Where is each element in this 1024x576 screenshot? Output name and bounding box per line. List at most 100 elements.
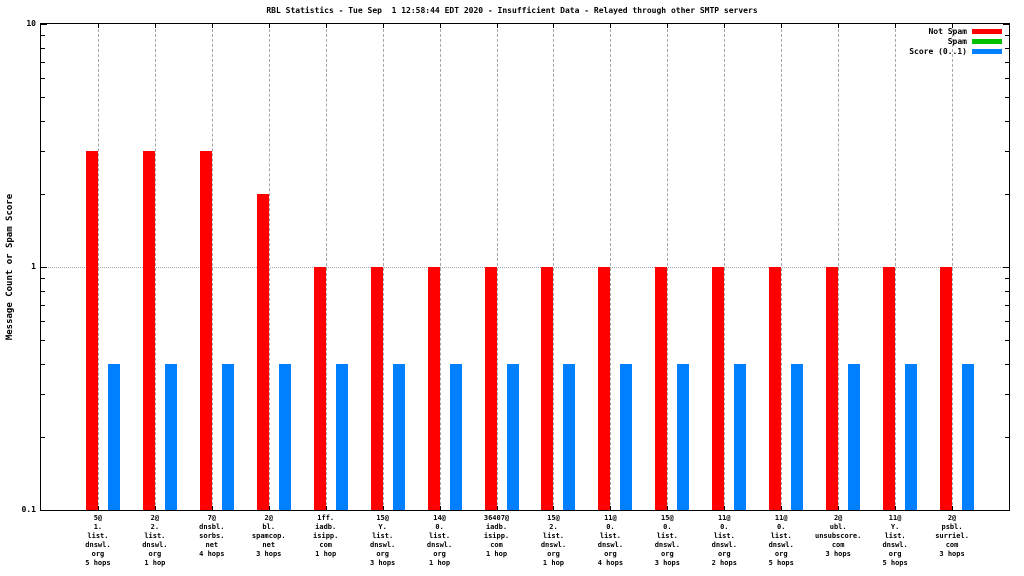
x-category-label: 1ff. iadb. isipp. com 1 hop (281, 514, 371, 559)
bar-not-spam (85, 151, 98, 510)
x-category-label-line: 3 hops (825, 550, 851, 558)
x-category-label-line: com (945, 541, 959, 549)
x-category-label-line: dnswl. (426, 541, 453, 549)
y-tick-minor (1005, 304, 1009, 306)
legend-label: Spam (947, 36, 967, 46)
x-tick-top (268, 24, 270, 28)
bar-not-spam (541, 267, 554, 510)
x-tick-bottom (211, 506, 213, 510)
bar-not-spam (940, 267, 953, 510)
x-category-label-line: dnswl. (654, 541, 680, 549)
x-category-label-line: 2 hops (711, 559, 737, 567)
bar-score-0-1 (506, 363, 519, 510)
y-tick-major (1003, 267, 1009, 268)
x-category-label-line: org (888, 550, 902, 558)
bar-score-0-1 (620, 363, 633, 510)
x-category-label-line: list. (542, 532, 564, 540)
x-category-label-line: com (831, 541, 845, 549)
x-tick-top (838, 24, 840, 28)
legend: Not Spam Spam Score (0..1) (909, 26, 1002, 56)
y-tick-minor (41, 47, 45, 49)
x-category-label-line: org (148, 550, 162, 558)
x-category-label-line: 2@ (264, 514, 273, 522)
x-category-label-line: 2@ (150, 514, 160, 522)
x-category-label-line: org (91, 550, 105, 558)
y-tick-minor (41, 320, 45, 322)
y-tick-major (41, 510, 47, 511)
x-category-label-line: 3 hops (369, 559, 396, 567)
y-tick-minor (41, 278, 45, 280)
x-category-label-line: 2. (549, 523, 558, 531)
bar-score-0-1 (278, 363, 291, 510)
x-category-label: 2@ 2. list. dnswl. org 1 hop (110, 514, 200, 568)
x-category-label-line: Y. (890, 523, 900, 531)
x-category-label-line: surriel. (935, 532, 969, 540)
bar-not-spam (313, 267, 326, 510)
bar-score-0-1 (164, 363, 177, 510)
x-tick-bottom (325, 506, 327, 510)
legend-entry: Score (0..1) (909, 46, 1002, 56)
x-category-label-line: com (490, 541, 503, 549)
x-category-label-line: 2. (150, 523, 160, 531)
x-category-label: 11@ 0. list. dnswl. org 4 hops (565, 514, 655, 568)
x-category-label-line: dnswl. (597, 541, 624, 549)
y-tick-minor (1005, 340, 1009, 342)
x-tick-top (97, 24, 99, 28)
x-category-label-line: dnsbl. (199, 523, 225, 531)
x-tick-top (154, 24, 156, 28)
x-tick-top (895, 24, 897, 28)
x-tick-bottom (724, 506, 726, 510)
plot-area: Not Spam Spam Score (0..1) (40, 23, 1010, 511)
bar-score-0-1 (677, 363, 690, 510)
x-tick-bottom (496, 506, 498, 510)
x-category-label-line: 11@ (604, 514, 617, 522)
y-tick-major (1003, 24, 1009, 25)
x-category-label: 2@ psbl. surriel. com 3 hops (907, 514, 997, 559)
x-category-label: 15@ Y. list. dnswl. org 3 hops (338, 514, 428, 568)
legend-label: Not Spam (928, 26, 967, 36)
y-tick-minor (41, 35, 45, 37)
y-tick-label: 10 (26, 19, 36, 28)
x-category-label-line: 11@ (888, 514, 902, 522)
legend-swatch-score-0-1 (972, 48, 1002, 54)
x-category-label-line: dnswl. (540, 541, 567, 549)
x-tick-bottom (952, 506, 954, 510)
legend-label: Score (0..1) (909, 46, 967, 56)
x-category-label-line: 7@ (207, 514, 217, 522)
bar-not-spam (598, 267, 611, 510)
y-tick-minor (1005, 47, 1009, 49)
x-category-label-line: org (547, 550, 560, 558)
x-category-label-line: net (262, 541, 276, 549)
x-category-label-line: 5 hops (882, 559, 908, 567)
x-category-label-line: 3 hops (939, 550, 965, 558)
x-category-label: 15@ 0. list. dnswl. org 3 hops (622, 514, 712, 568)
x-category-label-line: 3 hops (654, 559, 680, 567)
x-tick-bottom (895, 506, 897, 510)
chart-title: RBL Statistics - Tue Sep 1 12:58:44 EDT … (266, 6, 758, 15)
x-category-label-line: 15@ (547, 514, 560, 522)
x-category-label-line: 4 hops (597, 559, 624, 567)
x-category-label-line: 0. (435, 523, 444, 531)
y-tick-minor (41, 436, 45, 438)
bar-not-spam (826, 267, 839, 510)
bar-not-spam (142, 151, 155, 510)
bar-score-0-1 (791, 363, 804, 510)
x-category-label: 2@ bl. spamcop. net 3 hops (224, 514, 314, 559)
x-category-label-line: 2@ (947, 514, 957, 522)
y-tick-minor (41, 363, 45, 365)
x-category-label-line: 1 hop (485, 550, 508, 558)
x-tick-top (610, 24, 612, 28)
bar-score-0-1 (962, 363, 975, 510)
x-category-label-line: psbl. (941, 523, 963, 531)
x-category-label-line: dnswl. (882, 541, 908, 549)
x-category-label-line: bl. (262, 523, 276, 531)
y-tick-minor (41, 340, 45, 342)
x-category-label-line: list. (599, 532, 621, 540)
x-category-label-line: 0. (777, 523, 786, 531)
x-category-label-line: 1 hop (315, 550, 337, 558)
y-tick-minor (41, 394, 45, 396)
legend-swatch-not-spam (972, 28, 1002, 34)
y-tick-minor (1005, 290, 1009, 292)
bar-score-0-1 (563, 363, 576, 510)
bar-not-spam (769, 267, 782, 510)
